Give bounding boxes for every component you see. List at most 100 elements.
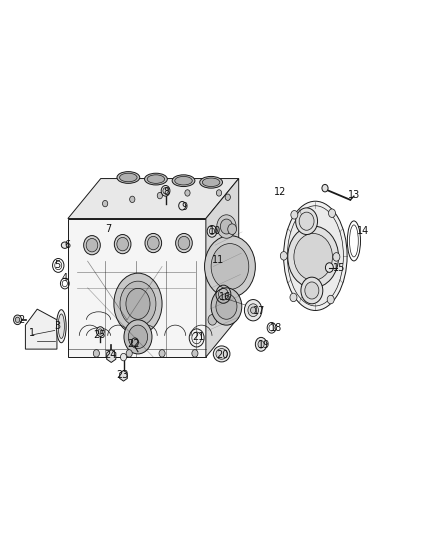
Ellipse shape: [145, 233, 162, 253]
Circle shape: [209, 228, 215, 235]
Circle shape: [244, 300, 262, 321]
Text: 3: 3: [54, 321, 60, 331]
Circle shape: [301, 277, 323, 304]
Ellipse shape: [172, 175, 195, 187]
Text: 9: 9: [182, 202, 188, 212]
Ellipse shape: [202, 178, 220, 187]
Circle shape: [288, 226, 339, 288]
Text: 14: 14: [357, 226, 369, 236]
Circle shape: [130, 196, 135, 203]
Text: 15: 15: [333, 263, 346, 272]
Ellipse shape: [57, 310, 66, 343]
Circle shape: [228, 224, 237, 235]
Text: 25: 25: [94, 330, 106, 340]
Circle shape: [216, 294, 237, 319]
Ellipse shape: [114, 273, 162, 335]
Ellipse shape: [120, 173, 137, 182]
Circle shape: [325, 263, 333, 272]
Ellipse shape: [176, 233, 192, 253]
Text: 6: 6: [64, 240, 70, 250]
Polygon shape: [68, 219, 206, 357]
Ellipse shape: [126, 288, 150, 319]
Circle shape: [163, 188, 168, 194]
Circle shape: [328, 209, 336, 217]
Ellipse shape: [148, 236, 159, 250]
Circle shape: [102, 200, 108, 207]
Circle shape: [299, 212, 314, 230]
Circle shape: [294, 233, 332, 280]
Circle shape: [128, 325, 148, 349]
Polygon shape: [68, 179, 239, 219]
Text: 23: 23: [117, 370, 129, 380]
Polygon shape: [206, 179, 239, 357]
Circle shape: [290, 293, 297, 302]
Circle shape: [98, 329, 102, 334]
Circle shape: [327, 295, 334, 304]
Text: 11: 11: [212, 255, 224, 264]
Text: 22: 22: [127, 339, 140, 349]
Ellipse shape: [147, 175, 165, 183]
Text: 18: 18: [270, 324, 282, 333]
Text: 21: 21: [192, 333, 205, 342]
Text: 12: 12: [274, 187, 286, 197]
Ellipse shape: [86, 238, 98, 252]
Circle shape: [93, 350, 99, 357]
Ellipse shape: [58, 314, 64, 338]
Circle shape: [220, 219, 233, 234]
Text: 13: 13: [348, 190, 360, 199]
Circle shape: [211, 244, 249, 289]
Polygon shape: [25, 309, 57, 349]
Text: 2: 2: [18, 315, 24, 325]
Circle shape: [208, 314, 217, 325]
Circle shape: [126, 350, 132, 357]
Circle shape: [124, 320, 152, 354]
Circle shape: [296, 208, 318, 235]
Ellipse shape: [213, 346, 230, 362]
Ellipse shape: [175, 176, 192, 185]
Text: 10: 10: [208, 227, 221, 236]
Circle shape: [217, 215, 236, 238]
Text: 20: 20: [216, 350, 229, 360]
Ellipse shape: [84, 236, 100, 255]
Circle shape: [211, 288, 242, 325]
Circle shape: [157, 192, 162, 199]
Text: 19: 19: [258, 341, 270, 350]
Circle shape: [15, 317, 20, 322]
Ellipse shape: [61, 242, 68, 248]
Circle shape: [207, 225, 217, 237]
Circle shape: [255, 337, 267, 351]
Circle shape: [192, 350, 198, 357]
Circle shape: [333, 253, 340, 261]
Text: 1: 1: [28, 328, 35, 338]
Ellipse shape: [284, 201, 347, 310]
Text: 5: 5: [54, 261, 60, 270]
Circle shape: [251, 307, 256, 313]
Circle shape: [161, 185, 170, 196]
Text: 4: 4: [62, 273, 68, 283]
Ellipse shape: [114, 235, 131, 254]
Ellipse shape: [178, 236, 190, 250]
Ellipse shape: [287, 206, 343, 306]
Circle shape: [248, 304, 258, 317]
Text: 24: 24: [104, 350, 117, 360]
Ellipse shape: [117, 172, 140, 183]
Text: 7: 7: [106, 224, 112, 234]
Circle shape: [159, 350, 165, 357]
Circle shape: [219, 290, 228, 301]
Text: 8: 8: [163, 187, 170, 197]
Circle shape: [14, 315, 21, 325]
Text: 17: 17: [253, 306, 265, 316]
Circle shape: [291, 211, 298, 219]
Text: 16: 16: [219, 292, 231, 302]
Circle shape: [322, 184, 328, 192]
Ellipse shape: [145, 173, 167, 185]
Circle shape: [280, 252, 287, 260]
Circle shape: [96, 327, 104, 336]
Ellipse shape: [117, 237, 128, 251]
Circle shape: [305, 282, 319, 299]
Ellipse shape: [216, 349, 227, 359]
Circle shape: [258, 341, 264, 348]
Ellipse shape: [120, 281, 156, 326]
Circle shape: [205, 236, 255, 297]
Circle shape: [120, 353, 127, 361]
